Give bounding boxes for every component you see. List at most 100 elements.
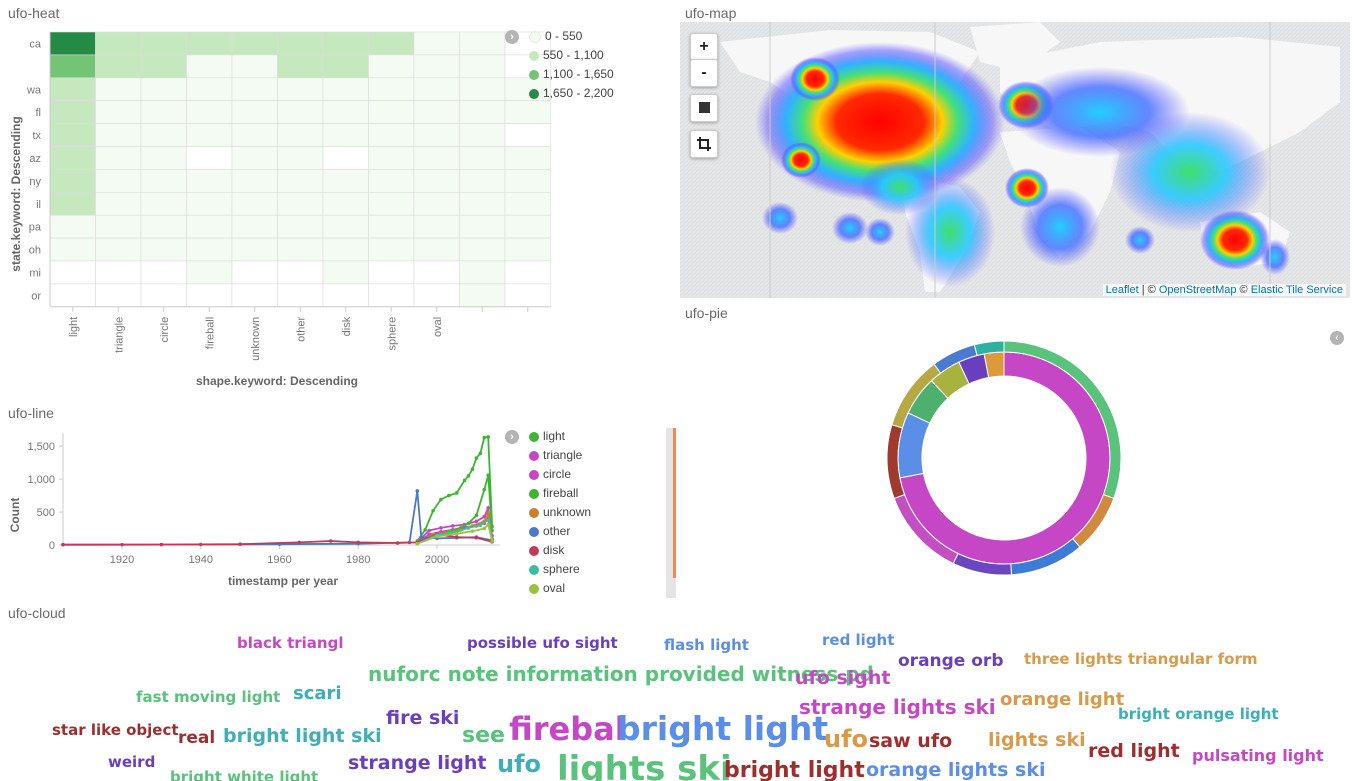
heatmap-cell[interactable]	[186, 77, 233, 101]
cloud-word[interactable]: see	[462, 723, 505, 748]
heatmap-cell[interactable]	[95, 260, 142, 285]
line-legend-toggle[interactable]: ›	[505, 430, 519, 444]
cloud-word[interactable]: star like object	[52, 721, 179, 739]
heatmap-cell[interactable]	[49, 77, 96, 101]
cloud-word[interactable]: strange light	[348, 752, 487, 774]
heatmap-cell[interactable]	[504, 283, 551, 308]
heatmap-cell[interactable]	[231, 169, 278, 193]
heat-legend-toggle[interactable]: ›	[505, 30, 519, 44]
line-legend-item[interactable]: other	[529, 522, 591, 541]
heatmap-cell[interactable]	[231, 260, 278, 285]
line-point-oval[interactable]	[435, 534, 439, 539]
heatmap-cell[interactable]	[186, 169, 233, 193]
heatmap-cell[interactable]	[413, 54, 460, 79]
line-point-light[interactable]	[474, 456, 479, 460]
line-point-triangle[interactable]	[427, 528, 431, 533]
heatmap-cell[interactable]	[277, 169, 324, 193]
line-point-light[interactable]	[454, 491, 459, 495]
cloud-word[interactable]: scari	[293, 683, 342, 704]
map-fit-bounds-button[interactable]	[690, 130, 718, 158]
line-point-sphere[interactable]	[478, 523, 483, 528]
line-legend-item[interactable]: fireball	[529, 484, 591, 503]
cloud-word[interactable]: flash light	[664, 636, 749, 654]
heatmap-cell[interactable]	[322, 214, 369, 239]
heatmap-cell[interactable]	[504, 169, 551, 193]
heatmap-cell[interactable]	[186, 146, 233, 170]
heatmap-cell[interactable]	[368, 283, 415, 308]
heatmap-cell[interactable]	[368, 31, 415, 56]
line-point-oval[interactable]	[415, 541, 420, 546]
heatmap-cell[interactable]	[49, 169, 96, 193]
cloud-word[interactable]: bright light	[724, 758, 865, 781]
heatmap-cell[interactable]	[504, 123, 551, 147]
line-legend-item[interactable]: light	[529, 427, 591, 446]
heatmap-cell[interactable]	[459, 260, 506, 285]
heatmap-cell[interactable]	[368, 260, 415, 285]
line-point-light[interactable]	[478, 451, 483, 456]
heatmap-cell[interactable]	[459, 54, 506, 79]
heatmap-cell[interactable]	[459, 169, 506, 193]
line-point-disk[interactable]	[395, 541, 400, 545]
pie-legend-toggle[interactable]: ‹	[1330, 331, 1344, 345]
line-point-triangle[interactable]	[486, 506, 490, 510]
cloud-word[interactable]: lights ski	[557, 749, 732, 781]
line-point-fireball[interactable]	[466, 521, 471, 526]
heatmap-cell[interactable]	[186, 214, 233, 239]
heatmap-cell[interactable]	[95, 214, 142, 239]
line-point-oval[interactable]	[482, 526, 487, 531]
heatmap-cell[interactable]	[322, 146, 369, 170]
line-point-light[interactable]	[466, 474, 471, 478]
heatmap-cell[interactable]	[322, 31, 369, 56]
heatmap-cell[interactable]	[140, 146, 187, 170]
heatmap-cell[interactable]	[322, 169, 369, 193]
cloud-word[interactable]: red light	[822, 631, 895, 649]
heatmap-cell[interactable]	[49, 54, 96, 79]
legend-scrollbar-thumb[interactable]	[673, 428, 676, 578]
heatmap-cell[interactable]	[95, 123, 142, 147]
line-series-disk[interactable]	[62, 533, 493, 546]
heatmap-cell[interactable]	[231, 31, 278, 56]
cloud-word[interactable]: saw ufo	[869, 730, 953, 752]
line-point-oval[interactable]	[486, 522, 490, 527]
heatmap-cell[interactable]	[186, 54, 233, 79]
heatmap-cell[interactable]	[322, 77, 369, 101]
line-point-light[interactable]	[439, 497, 443, 502]
heatmap-cell[interactable]	[277, 123, 324, 147]
heatmap-cell[interactable]	[140, 54, 187, 79]
heatmap-cell[interactable]	[368, 169, 415, 193]
heatmap-cell[interactable]	[368, 192, 415, 216]
heatmap-cell[interactable]	[368, 77, 415, 101]
heatmap-cell[interactable]	[49, 100, 96, 124]
line-point-triangle[interactable]	[450, 524, 455, 528]
heatmap-cell[interactable]	[231, 77, 278, 101]
heatmap-cell[interactable]	[459, 192, 506, 216]
cloud-word[interactable]: red light	[1088, 740, 1180, 762]
heatmap-cell[interactable]	[459, 77, 506, 101]
cloud-word[interactable]: lights ski	[988, 729, 1086, 751]
heatmap-cell[interactable]	[186, 283, 233, 308]
heatmap-cell[interactable]	[322, 283, 369, 308]
line-point-light[interactable]	[447, 493, 451, 498]
heatmap-cell[interactable]	[277, 31, 324, 56]
heatmap-cell[interactable]	[322, 123, 369, 147]
heatmap-cell[interactable]	[231, 54, 278, 79]
heatmap-cell[interactable]	[186, 123, 233, 147]
cloud-word[interactable]: bright orange light	[1118, 705, 1279, 723]
line-series-light[interactable]	[416, 435, 493, 542]
heatmap-cell[interactable]	[186, 192, 233, 216]
heatmap-cell[interactable]	[368, 100, 415, 124]
line-point-other[interactable]	[415, 489, 420, 493]
heatmap-cell[interactable]	[49, 123, 96, 147]
line-point-disk[interactable]	[297, 540, 302, 545]
cloud-word[interactable]: fast moving light	[136, 688, 281, 706]
heatmap-cell[interactable]	[140, 283, 187, 308]
cloud-word[interactable]: ufo	[824, 725, 869, 753]
line-point-light[interactable]	[431, 508, 435, 513]
heatmap-cell[interactable]	[322, 54, 369, 79]
cloud-word[interactable]: orange orb	[898, 651, 1004, 671]
heatmap-cell[interactable]	[95, 169, 142, 193]
line-point-disk[interactable]	[454, 535, 459, 539]
line-point-fireball[interactable]	[486, 473, 490, 477]
heatmap-cell[interactable]	[459, 123, 506, 147]
heatmap-cell[interactable]	[140, 123, 187, 147]
